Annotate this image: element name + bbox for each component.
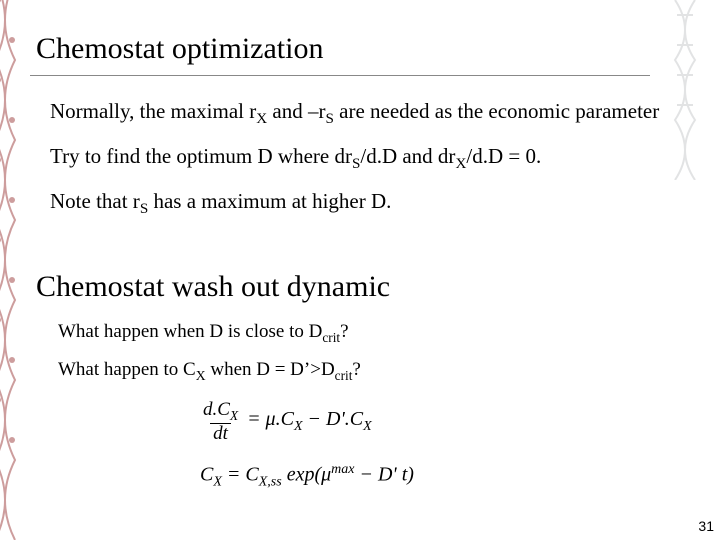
title-divider <box>30 75 650 76</box>
section2-content: What happen when D is close to Dcrit? Wh… <box>58 320 658 397</box>
section1-p3: Note that rS has a maximum at higher D. <box>50 188 660 219</box>
section1-p1: Normally, the maximal rX and –rS are nee… <box>50 98 660 129</box>
section1-content: Normally, the maximal rX and –rS are nee… <box>50 98 660 233</box>
equation-1: d.CX dt = μ.CX − D'.CX <box>200 400 414 444</box>
section2-p2: What happen to CX when D = D’>Dcrit? <box>58 358 658 384</box>
section2-title: Chemostat wash out dynamic <box>36 270 390 304</box>
equation-2: CX = CX,ss exp(μmax − D' t) <box>200 462 414 491</box>
section2-p1: What happen when D is close to Dcrit? <box>58 320 658 346</box>
section1-title: Chemostat optimization <box>36 32 323 66</box>
slide: Chemostat optimization Normally, the max… <box>0 0 720 540</box>
section1-p2: Try to find the optimum D where drS/d.D … <box>50 143 660 174</box>
page-number: 31 <box>698 518 714 534</box>
equations: d.CX dt = μ.CX − D'.CX CX = CX,ss exp(μm… <box>200 400 414 490</box>
dna-left-icon <box>0 0 25 540</box>
